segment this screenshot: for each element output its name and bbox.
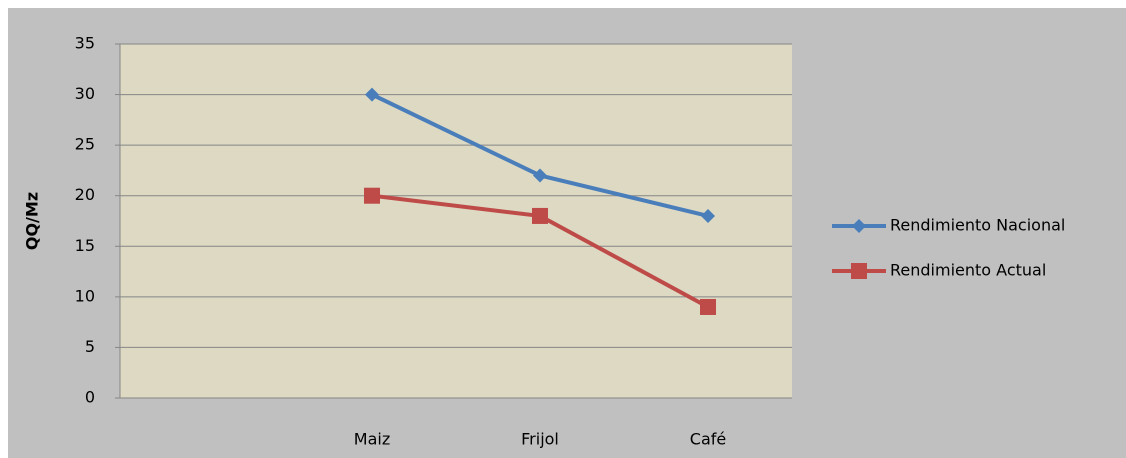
- x-tick-label: Café: [690, 430, 726, 449]
- data-point: [365, 87, 379, 102]
- y-tick-label: 0: [85, 388, 95, 407]
- legend-marker: [852, 219, 866, 233]
- data-point: [364, 187, 380, 204]
- data-point: [700, 298, 716, 315]
- y-tick-label: 30: [75, 84, 95, 103]
- y-tick-label: 5: [85, 337, 95, 356]
- y-tick-label: 20: [75, 185, 95, 204]
- y-tick-label: 10: [75, 286, 95, 305]
- plot-area: [120, 44, 792, 398]
- x-tick-label: Frijol: [521, 430, 559, 449]
- y-tick-label: 35: [75, 34, 95, 53]
- x-tick-label: Maiz: [354, 430, 390, 449]
- legend-label: Rendimiento Nacional: [890, 216, 1065, 235]
- data-point: [532, 207, 548, 224]
- data-point: [533, 168, 547, 183]
- y-axis-title: QQ/Mz: [23, 192, 42, 250]
- legend-marker: [851, 263, 867, 279]
- y-tick-label: 15: [75, 236, 95, 255]
- legend-label: Rendimiento Actual: [890, 261, 1046, 280]
- y-tick-label: 25: [75, 135, 95, 154]
- data-point: [701, 208, 715, 223]
